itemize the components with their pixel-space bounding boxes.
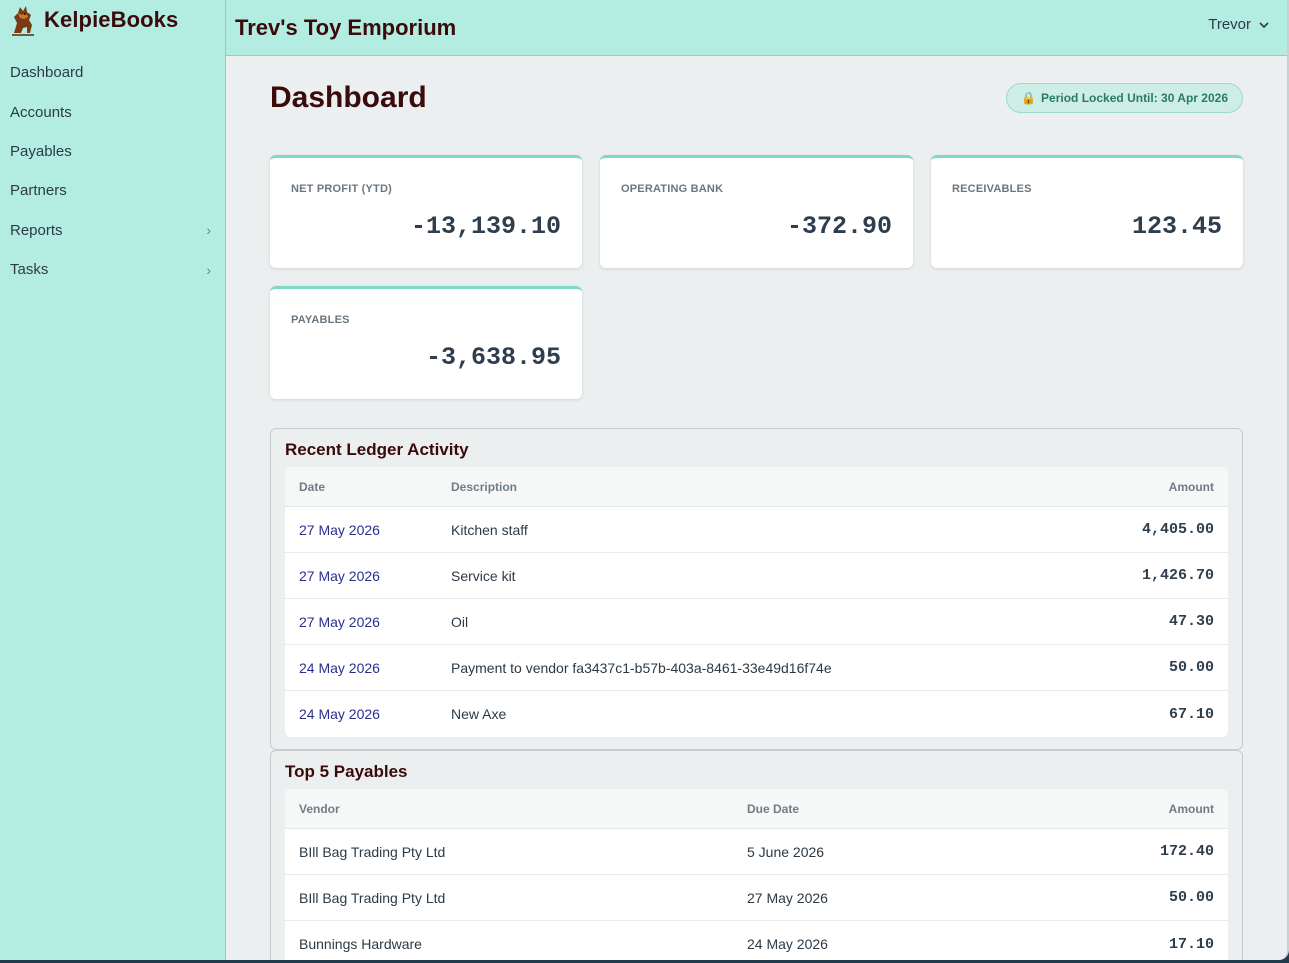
payable-amount: 17.10	[1168, 935, 1214, 953]
chevron-right-icon: ›	[206, 261, 211, 278]
sidebar: KelpieBooks Dashboard Accounts Payables …	[0, 0, 226, 960]
sidebar-item-partners[interactable]: Partners	[0, 171, 225, 210]
kpi-label: RECEIVABLES	[952, 183, 1032, 195]
ledger-date-link[interactable]: 24 May 2026	[299, 706, 380, 722]
payables-table: Vendor Due Date Amount BIll Bag Trading …	[285, 789, 1228, 960]
kpi-label: NET PROFIT (YTD)	[291, 183, 392, 195]
ledger-description: Kitchen staff	[451, 521, 528, 538]
sidebar-item-payables[interactable]: Payables	[0, 132, 225, 171]
ledger-amount: 1,426.70	[1141, 567, 1214, 584]
sidebar-nav: Dashboard Accounts Payables Partners Rep…	[0, 53, 225, 289]
kpi-card-payables: PAYABLES -3,638.95	[270, 286, 582, 399]
column-header-vendor[interactable]: Vendor	[299, 801, 340, 816]
table-row[interactable]: 27 May 2026 Kitchen staff 4,405.00	[285, 507, 1228, 553]
page-header: Dashboard 🔒 Period Locked Until: 30 Apr …	[270, 56, 1243, 148]
top-payables-panel: Top 5 Payables Vendor Due Date Amount BI…	[270, 750, 1243, 960]
sidebar-item-label: Reports	[10, 221, 63, 239]
chevron-right-icon: ›	[206, 222, 211, 239]
kpi-card-operating-bank: OPERATING BANK -372.90	[600, 155, 913, 268]
table-row[interactable]: 27 May 2026 Oil 47.30	[285, 599, 1228, 645]
ledger-table: Date Description Amount 27 May 2026 Kitc…	[285, 467, 1228, 737]
lock-icon: 🔒	[1021, 90, 1037, 105]
ledger-date-link[interactable]: 24 May 2026	[299, 659, 380, 676]
topbar: Trev's Toy Emporium Trevor	[226, 0, 1287, 56]
column-header-date[interactable]: Date	[299, 479, 326, 494]
kpi-card-net-profit: NET PROFIT (YTD) -13,139.10	[270, 155, 582, 268]
panel-title: Top 5 Payables	[285, 762, 408, 781]
brand-name: KelpieBooks	[44, 7, 179, 32]
panel-title: Recent Ledger Activity	[285, 440, 469, 459]
payable-vendor: BIll Bag Trading Pty Ltd	[299, 843, 446, 860]
kpi-grid: NET PROFIT (YTD) -13,139.10 OPERATING BA…	[270, 155, 1243, 399]
sidebar-item-label: Dashboard	[10, 64, 84, 82]
column-header-amount[interactable]: Amount	[1168, 801, 1214, 816]
period-lock-badge: 🔒 Period Locked Until: 30 Apr 2026	[1006, 82, 1243, 113]
ledger-amount: 50.00	[1168, 659, 1214, 676]
kpi-label: PAYABLES	[291, 314, 350, 326]
sidebar-item-label: Accounts	[10, 103, 72, 121]
payable-due-date: 5 June 2026	[747, 843, 825, 860]
table-row[interactable]: 27 May 2026 Service kit 1,426.70	[285, 553, 1228, 599]
sidebar-item-dashboard[interactable]: Dashboard	[0, 53, 225, 92]
column-header-description[interactable]: Description	[451, 479, 518, 494]
ledger-description: Oil	[451, 613, 469, 630]
kpi-value: -372.90	[786, 212, 892, 241]
ledger-amount: 67.10	[1168, 705, 1214, 723]
ledger-description: Service kit	[451, 567, 516, 584]
ledger-amount: 4,405.00	[1141, 521, 1214, 538]
ledger-description: New Axe	[451, 706, 507, 722]
table-row[interactable]: 24 May 2026 New Axe 67.10	[285, 691, 1228, 737]
sidebar-item-accounts[interactable]: Accounts	[0, 92, 225, 131]
kelpie-logo-icon	[12, 6, 34, 36]
main-content: Dashboard 🔒 Period Locked Until: 30 Apr …	[270, 56, 1243, 960]
sidebar-item-label: Tasks	[10, 261, 49, 279]
table-row[interactable]: BIll Bag Trading Pty Ltd 5 June 2026 172…	[285, 829, 1228, 875]
payable-amount: 172.40	[1159, 843, 1214, 860]
ledger-date-link[interactable]: 27 May 2026	[299, 521, 380, 538]
ledger-amount: 47.30	[1168, 613, 1214, 630]
company-name: Trev's Toy Emporium	[235, 14, 457, 40]
table-row[interactable]: BIll Bag Trading Pty Ltd 27 May 2026 50.…	[285, 875, 1228, 921]
payable-amount: 50.00	[1168, 889, 1214, 906]
payable-due-date: 24 May 2026	[747, 936, 828, 952]
payable-due-date: 27 May 2026	[747, 889, 828, 906]
table-header: Vendor Due Date Amount	[285, 789, 1228, 829]
sidebar-item-label: Payables	[10, 142, 72, 160]
ledger-date-link[interactable]: 27 May 2026	[299, 567, 380, 584]
column-header-due-date[interactable]: Due Date	[747, 801, 800, 816]
column-header-amount[interactable]: Amount	[1168, 479, 1214, 494]
table-header: Date Description Amount	[285, 467, 1228, 507]
ledger-description: Payment to vendor fa3437c1-b57b-403a-846…	[451, 659, 832, 676]
sidebar-item-tasks[interactable]: Tasks ›	[0, 250, 225, 289]
table-row[interactable]: Bunnings Hardware 24 May 2026 17.10	[285, 921, 1228, 960]
sidebar-item-reports[interactable]: Reports ›	[0, 211, 225, 250]
brand[interactable]: KelpieBooks	[0, 0, 225, 40]
kpi-value: 123.45	[1131, 212, 1222, 241]
page-title: Dashboard	[270, 81, 427, 114]
kpi-value: -13,139.10	[410, 212, 561, 241]
payable-vendor: BIll Bag Trading Pty Ltd	[299, 889, 446, 906]
kpi-card-receivables: RECEIVABLES 123.45	[931, 155, 1243, 268]
chevron-down-icon	[1259, 22, 1269, 29]
sidebar-item-label: Partners	[10, 182, 67, 200]
kpi-label: OPERATING BANK	[621, 183, 724, 195]
table-row[interactable]: 24 May 2026 Payment to vendor fa3437c1-b…	[285, 645, 1228, 691]
user-menu[interactable]: Trevor	[1208, 16, 1269, 33]
user-name: Trevor	[1208, 16, 1251, 33]
recent-ledger-panel: Recent Ledger Activity Date Description …	[270, 428, 1243, 750]
lock-badge-text: Period Locked Until: 30 Apr 2026	[1041, 90, 1228, 105]
payable-vendor: Bunnings Hardware	[299, 936, 422, 952]
kpi-value: -3,638.95	[425, 343, 561, 372]
panel-spacer	[285, 737, 1228, 749]
ledger-date-link[interactable]: 27 May 2026	[299, 613, 380, 630]
